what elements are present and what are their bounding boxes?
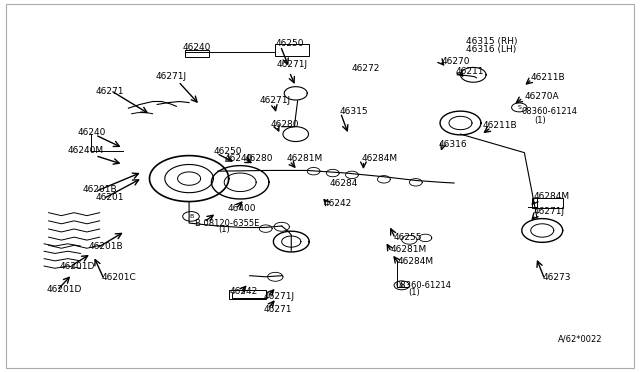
Bar: [275, 44, 308, 56]
Text: 46280: 46280: [270, 121, 299, 129]
Text: 46315 (RH): 46315 (RH): [466, 37, 517, 46]
Text: 46240: 46240: [182, 42, 211, 51]
Bar: [532, 198, 563, 208]
Text: 46240M: 46240M: [68, 146, 104, 155]
Text: 46255: 46255: [394, 232, 422, 242]
Text: A/62*0022: A/62*0022: [557, 334, 602, 343]
Text: 46271: 46271: [264, 305, 292, 314]
Text: B: B: [189, 214, 193, 219]
Text: 08360-61214: 08360-61214: [521, 108, 577, 116]
Text: 46211: 46211: [456, 67, 484, 76]
Text: (1): (1): [408, 288, 420, 297]
Text: 46273: 46273: [542, 273, 571, 282]
Text: 46271J: 46271J: [264, 292, 295, 301]
Bar: [184, 49, 209, 57]
Text: 46284M: 46284M: [398, 257, 434, 266]
Text: 46284M: 46284M: [362, 154, 397, 163]
Text: 46280: 46280: [244, 154, 273, 163]
Text: 46316 (LH): 46316 (LH): [466, 45, 516, 54]
Text: 46250: 46250: [275, 39, 304, 48]
Text: (1): (1): [534, 116, 546, 125]
Text: 46272: 46272: [352, 64, 380, 73]
Text: 08360-61214: 08360-61214: [396, 281, 451, 290]
Text: 46271J: 46271J: [534, 207, 565, 216]
Text: 46271J: 46271J: [276, 60, 308, 69]
Text: 46201: 46201: [95, 193, 124, 202]
Text: 46211B: 46211B: [483, 122, 518, 131]
Bar: [229, 290, 266, 299]
Text: 46270: 46270: [442, 57, 470, 66]
Text: 46201C: 46201C: [102, 273, 136, 282]
Text: S: S: [517, 105, 521, 110]
Text: 46270A: 46270A: [524, 92, 559, 101]
Text: 46240: 46240: [224, 154, 253, 163]
Text: B 08120-6355E: B 08120-6355E: [195, 219, 260, 228]
Text: 46271: 46271: [95, 87, 124, 96]
Text: 46281M: 46281M: [390, 245, 426, 254]
Text: 46284: 46284: [330, 179, 358, 187]
Text: 46242: 46242: [323, 199, 351, 208]
Text: 46201D: 46201D: [60, 262, 95, 271]
Text: 46315: 46315: [339, 108, 368, 116]
Text: 46271J: 46271J: [259, 96, 291, 105]
Text: 46400: 46400: [227, 204, 256, 213]
Text: 46271J: 46271J: [156, 72, 186, 81]
Text: 46201B: 46201B: [83, 185, 117, 194]
Text: S: S: [400, 283, 404, 288]
Text: 46211B: 46211B: [531, 73, 565, 82]
Text: 46201B: 46201B: [89, 241, 124, 250]
Text: 46284M: 46284M: [534, 192, 570, 201]
Text: 46250: 46250: [213, 147, 242, 155]
Text: 46242: 46242: [229, 287, 257, 296]
Text: 46281M: 46281M: [287, 154, 323, 163]
Text: 46316: 46316: [438, 140, 467, 149]
Text: (1): (1): [218, 225, 230, 234]
Text: 46240: 46240: [77, 128, 106, 137]
Text: 46201D: 46201D: [47, 285, 82, 294]
